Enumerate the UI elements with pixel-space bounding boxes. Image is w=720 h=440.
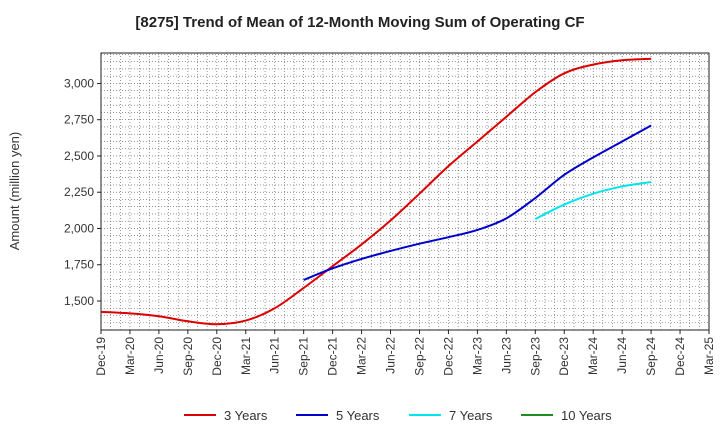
x-tick-label: Mar-21 (239, 337, 253, 375)
y-tick-label: 2,500 (64, 149, 94, 163)
x-tick-label: Mar-25 (702, 337, 716, 375)
x-tick-label: Jun-21 (268, 337, 282, 374)
y-tick-label: 3,000 (64, 76, 94, 90)
series-line-7-years (534, 181, 652, 220)
y-tick-label: 2,250 (64, 185, 94, 199)
x-tick-label: Dec-20 (210, 337, 224, 376)
legend: 3 Years 5 Years 7 Years 10 Years (184, 408, 612, 423)
y-tick-label: 1,750 (64, 258, 94, 272)
series-line-3-years (100, 57, 652, 326)
x-tick-label: Dec-19 (94, 337, 108, 376)
grid (101, 53, 709, 330)
legend-label-7-years: 7 Years (449, 408, 493, 423)
x-tick-label: Mar-24 (586, 337, 600, 375)
x-tick-label: Sep-23 (528, 337, 542, 376)
y-axis-ticks: 1,500 1,750 2,000 2,250 2,500 2,750 3,000 (64, 76, 101, 308)
x-tick-label: Dec-23 (557, 337, 571, 376)
y-tick-label: 2,000 (64, 221, 94, 235)
x-tick-label: Mar-23 (470, 337, 484, 375)
x-tick-label: Sep-21 (297, 337, 311, 376)
x-tick-label: Jun-22 (384, 337, 398, 374)
y-tick-label: 1,500 (64, 294, 94, 308)
legend-label-10-years: 10 Years (561, 408, 612, 423)
x-axis-ticks: Dec-19 Mar-20 Jun-20 Sep-20 Dec-20 Mar-21 Jun-… (94, 330, 716, 376)
x-tick-label: Mar-22 (355, 337, 369, 375)
x-tick-label: Dec-21 (326, 337, 340, 376)
x-tick-label: Sep-20 (181, 337, 195, 376)
x-tick-label: Dec-22 (441, 337, 455, 376)
x-tick-label: Sep-24 (644, 337, 658, 376)
series-line-5-years (303, 124, 652, 281)
legend-label-5-years: 5 Years (336, 408, 380, 423)
series-lines (100, 57, 652, 326)
y-tick-label: 2,750 (64, 113, 94, 127)
x-tick-label: Jun-24 (615, 337, 629, 374)
x-tick-label: Jun-23 (499, 337, 513, 374)
x-tick-label: Mar-20 (123, 337, 137, 375)
y-axis-label: Amount (million yen) (7, 132, 22, 251)
x-tick-label: Jun-20 (152, 337, 166, 374)
x-tick-label: Dec-24 (673, 337, 687, 376)
chart-title: [8275] Trend of Mean of 12-Month Moving … (135, 14, 585, 31)
legend-label-3-years: 3 Years (224, 408, 268, 423)
plot-area (100, 52, 710, 331)
x-tick-label: Sep-22 (412, 337, 426, 376)
